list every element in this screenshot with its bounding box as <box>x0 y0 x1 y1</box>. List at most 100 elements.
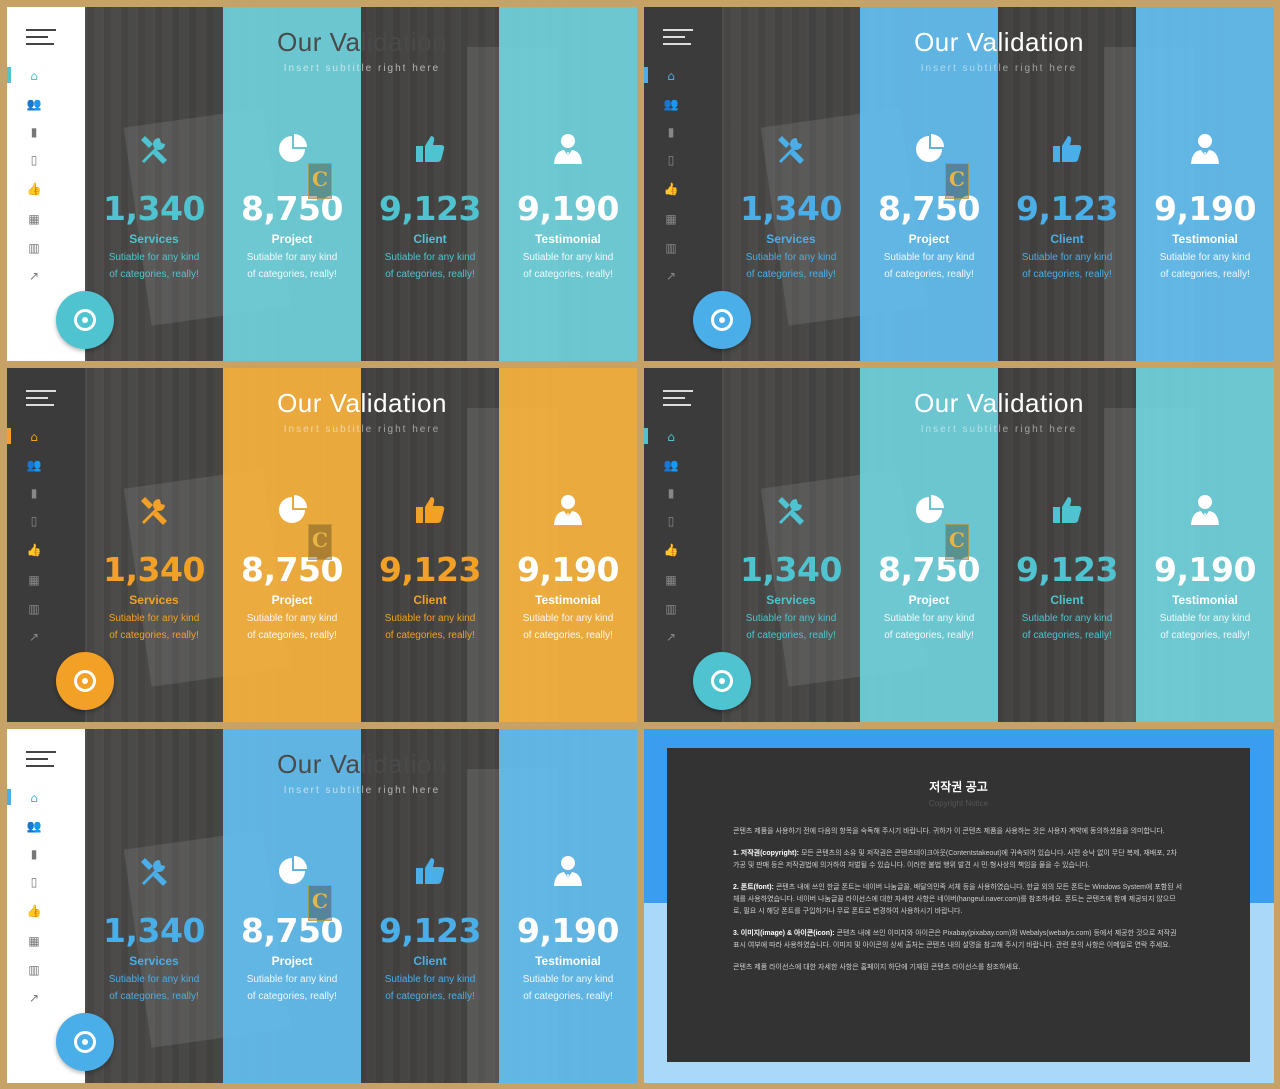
notice-title: 저작권 공고 <box>929 780 988 794</box>
stat-label: Project <box>271 232 313 246</box>
phone-icon[interactable]: ▯ <box>30 514 38 528</box>
slide-variant-3[interactable]: ⌂ 👥 ▮ ▯ 👍 ▦ ▥ ↗ Our Validation Insert subtitle ri… <box>7 368 637 722</box>
thumbs-up-icon <box>361 129 499 169</box>
stat-description-line2: of categories, really! <box>109 269 199 280</box>
stat-number: 8,750 <box>878 550 980 589</box>
notice-image-text: 콘텐츠 내에 쓰인 이미지와 아이콘은 Pixabay(pixabay.com)… <box>733 930 1177 949</box>
hamburger-menu-icon[interactable] <box>663 390 693 406</box>
trend-icon[interactable]: ↗ <box>28 991 40 1005</box>
notice-font-head: 2. 폰트(font): <box>733 884 774 891</box>
stat-label: Services <box>766 232 816 246</box>
stat-number: 9,123 <box>1016 550 1118 589</box>
grid-icon[interactable]: ▦ <box>28 573 40 587</box>
disc-button[interactable] <box>693 291 751 349</box>
phone-icon[interactable]: ▯ <box>30 153 38 167</box>
users-icon[interactable]: 👥 <box>26 458 42 472</box>
disc-button[interactable] <box>693 652 751 710</box>
bar-chart-icon[interactable]: ▥ <box>28 602 40 616</box>
stat-description-line2: of categories, really! <box>523 991 613 1002</box>
book-icon[interactable]: ▮ <box>667 486 675 500</box>
hamburger-menu-icon[interactable] <box>26 29 56 45</box>
stat-number: 9,123 <box>379 911 481 950</box>
bar-chart-icon[interactable]: ▥ <box>28 241 40 255</box>
users-icon[interactable]: 👥 <box>26 819 42 833</box>
stat-label: Client <box>413 232 447 246</box>
stat-services: 1,340 Services Sutiable for any kind of cat… <box>85 490 223 644</box>
slide-variant-2[interactable]: ⌂ 👥 ▮ ▯ 👍 ▦ ▥ ↗ Our Validation Insert subtitle ri… <box>644 7 1274 361</box>
bar-chart-icon[interactable]: ▥ <box>28 963 40 977</box>
slide-variant-5[interactable]: ⌂ 👥 ▮ ▯ 👍 ▦ ▥ ↗ Our Validation Insert subtitle ri… <box>7 729 637 1083</box>
tools-icon <box>85 851 223 891</box>
grid-icon[interactable]: ▦ <box>28 212 40 226</box>
stat-number: 9,123 <box>379 550 481 589</box>
stat-description-line1: Sutiable for any kind <box>108 252 200 263</box>
users-icon[interactable]: 👥 <box>663 458 679 472</box>
book-icon[interactable]: ▮ <box>667 125 675 139</box>
home-icon[interactable]: ⌂ <box>30 791 38 805</box>
stat-number: 8,750 <box>241 189 343 228</box>
home-icon[interactable]: ⌂ <box>30 69 38 83</box>
hamburger-menu-icon[interactable] <box>663 29 693 45</box>
stat-testimonial: 9,190 Testimonial Sutiable for any kind of … <box>499 129 637 283</box>
stat-description: Sutiable for any kind of categories, real… <box>722 610 860 644</box>
stat-project: 8,750 Project Sutiable for any kind of cate… <box>223 851 361 1005</box>
copyright-notice-slide[interactable]: 저작권 공고 Copyright Notice 콘텐츠 제품을 사용하기 전에 … <box>644 729 1274 1083</box>
stat-description-line2: of categories, really! <box>385 630 475 641</box>
slide-subtitle: Insert subtitle right here <box>283 63 441 74</box>
grid-icon[interactable]: ▦ <box>665 573 677 587</box>
disc-button[interactable] <box>56 1013 114 1071</box>
trend-icon[interactable]: ↗ <box>665 630 677 644</box>
hamburger-menu-icon[interactable] <box>26 390 56 406</box>
book-icon[interactable]: ▮ <box>30 125 38 139</box>
home-icon[interactable]: ⌂ <box>667 69 675 83</box>
stat-column <box>1136 368 1274 722</box>
stat-description-line2: of categories, really! <box>385 991 475 1002</box>
bar-chart-icon[interactable]: ▥ <box>665 602 677 616</box>
stat-number: 9,190 <box>1154 550 1256 589</box>
stat-description-line2: of categories, really! <box>523 630 613 641</box>
grid-icon[interactable]: ▦ <box>28 934 40 948</box>
like-icon[interactable]: 👍 <box>26 182 42 196</box>
stat-label: Testimonial <box>535 232 601 246</box>
phone-icon[interactable]: ▯ <box>667 514 675 528</box>
stat-column <box>361 7 499 361</box>
stat-number: 9,123 <box>379 189 481 228</box>
stat-column <box>1136 7 1274 361</box>
like-icon[interactable]: 👍 <box>26 904 42 918</box>
stat-description-line1: Sutiable for any kind <box>108 613 200 624</box>
home-icon[interactable]: ⌂ <box>667 430 675 444</box>
phone-icon[interactable]: ▯ <box>30 875 38 889</box>
trend-icon[interactable]: ↗ <box>28 269 40 283</box>
notice-copyright-head: 1. 저작권(copyright): <box>733 850 799 857</box>
stat-column <box>361 729 499 1083</box>
stat-number: 9,190 <box>1154 189 1256 228</box>
book-icon[interactable]: ▮ <box>30 486 38 500</box>
stat-services: 1,340 Services Sutiable for any kind of cat… <box>722 129 860 283</box>
stat-description: Sutiable for any kind of categories, real… <box>998 610 1136 644</box>
bar-chart-icon[interactable]: ▥ <box>665 241 677 255</box>
users-icon[interactable]: 👥 <box>26 97 42 111</box>
hamburger-menu-icon[interactable] <box>26 751 56 767</box>
book-icon[interactable]: ▮ <box>30 847 38 861</box>
like-icon[interactable]: 👍 <box>663 543 679 557</box>
users-icon[interactable]: 👥 <box>663 97 679 111</box>
slide-variant-1[interactable]: ⌂ 👥 ▮ ▯ 👍 ▦ ▥ ↗ Our Validation Insert subtitle ri… <box>7 7 637 361</box>
like-icon[interactable]: 👍 <box>663 182 679 196</box>
disc-button[interactable] <box>56 652 114 710</box>
stat-column <box>860 7 998 361</box>
slide-variant-4[interactable]: ⌂ 👥 ▮ ▯ 👍 ▦ ▥ ↗ Our Validation Insert subtitle ri… <box>644 368 1274 722</box>
disc-button[interactable] <box>56 291 114 349</box>
trend-icon[interactable]: ↗ <box>665 269 677 283</box>
grid-icon[interactable]: ▦ <box>665 212 677 226</box>
like-icon[interactable]: 👍 <box>26 543 42 557</box>
watermark-badge: C <box>945 524 969 560</box>
stat-description: Sutiable for any kind of categories, real… <box>85 249 223 283</box>
home-icon[interactable]: ⌂ <box>30 430 38 444</box>
stat-number: 1,340 <box>740 550 842 589</box>
trend-icon[interactable]: ↗ <box>28 630 40 644</box>
stat-description: Sutiable for any kind of categories, real… <box>223 971 361 1005</box>
notice-intro: 콘텐츠 제품을 사용하기 전에 다음의 항목을 숙독해 주시기 바랍니다. 귀하… <box>733 828 1165 835</box>
phone-icon[interactable]: ▯ <box>667 153 675 167</box>
thumbs-up-icon <box>361 490 499 530</box>
stat-number: 8,750 <box>241 550 343 589</box>
